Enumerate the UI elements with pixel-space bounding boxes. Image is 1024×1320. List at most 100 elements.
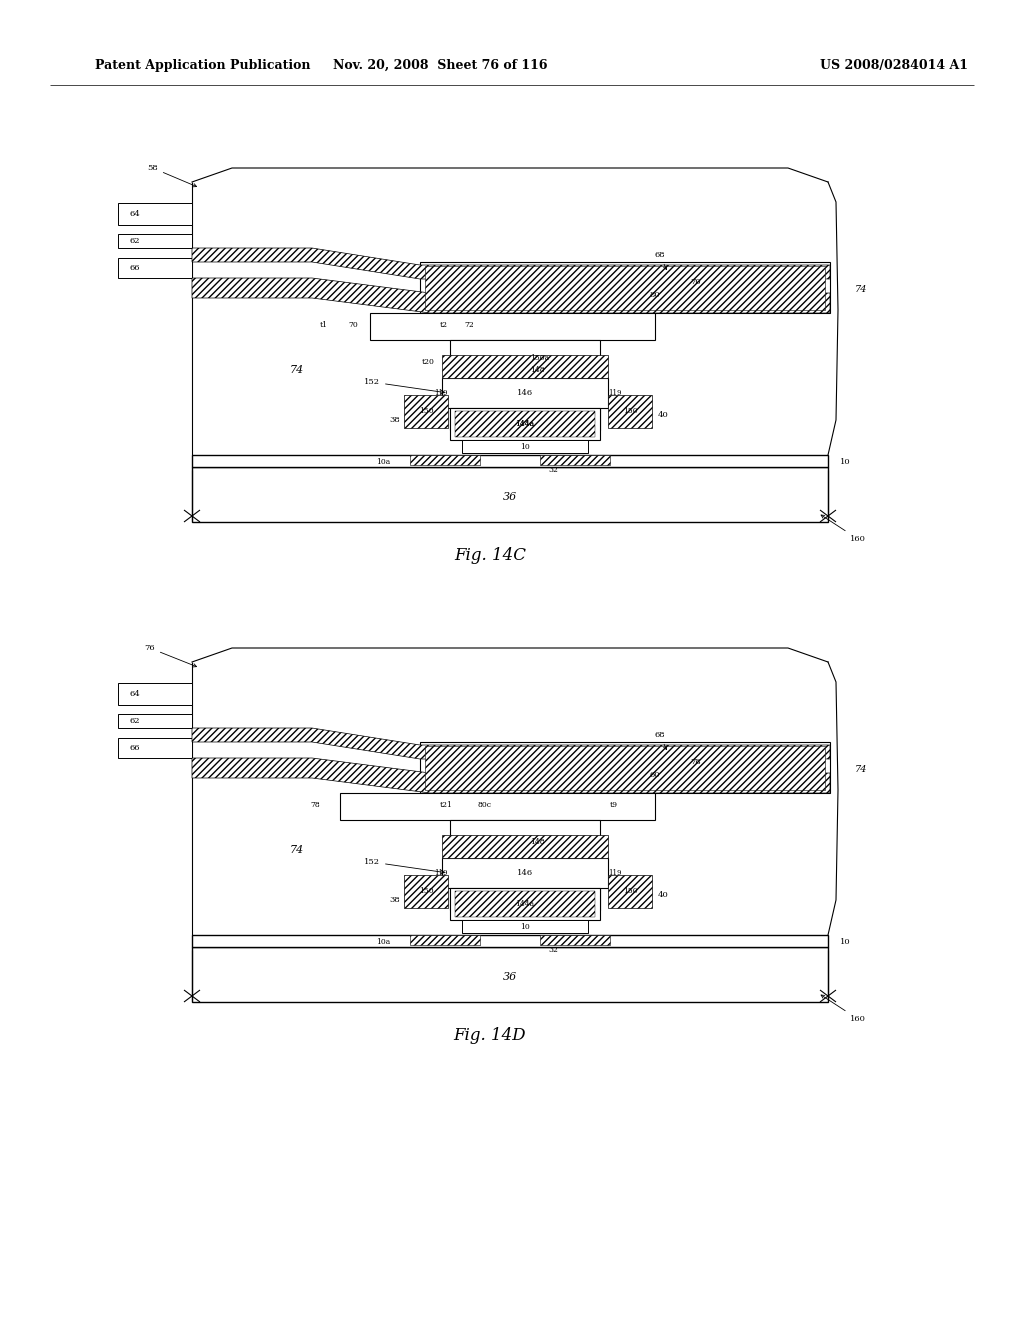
Polygon shape: [193, 279, 830, 313]
Text: 152: 152: [364, 378, 444, 393]
Text: 160: 160: [821, 515, 866, 543]
Text: 80c: 80c: [478, 801, 492, 809]
Bar: [118, 682, 193, 705]
Text: 38: 38: [389, 896, 400, 904]
Text: t9: t9: [610, 801, 618, 809]
Text: 119: 119: [608, 869, 622, 876]
Bar: [540, 455, 610, 465]
Text: t2: t2: [440, 321, 449, 329]
Text: Nov. 20, 2008  Sheet 76 of 116: Nov. 20, 2008 Sheet 76 of 116: [333, 58, 547, 71]
Bar: [442, 355, 608, 378]
Text: t1: t1: [319, 321, 328, 329]
Polygon shape: [193, 729, 830, 759]
Text: 38: 38: [389, 416, 400, 424]
Text: 150: 150: [623, 407, 637, 414]
Text: 10a: 10a: [376, 939, 390, 946]
Text: 74: 74: [855, 766, 867, 775]
Text: t21: t21: [440, 801, 453, 809]
Text: 60: 60: [650, 771, 660, 779]
Text: 80: 80: [650, 290, 660, 300]
Text: 10: 10: [520, 923, 529, 931]
Text: Fig. 14D: Fig. 14D: [454, 1027, 526, 1044]
Bar: [410, 455, 480, 465]
Text: 64: 64: [130, 210, 140, 218]
Text: 66: 66: [130, 264, 140, 272]
Bar: [118, 234, 193, 248]
Bar: [420, 261, 830, 313]
Text: 70: 70: [690, 279, 700, 286]
Bar: [425, 746, 825, 789]
Bar: [608, 875, 652, 908]
Bar: [370, 313, 655, 341]
Text: t20: t20: [422, 358, 435, 366]
Text: 146: 146: [517, 869, 534, 876]
Text: 74: 74: [855, 285, 867, 294]
Bar: [442, 836, 608, 858]
Text: 68: 68: [654, 251, 667, 269]
Text: 152: 152: [364, 858, 444, 874]
Bar: [450, 888, 600, 920]
Text: 144a: 144a: [515, 900, 535, 908]
Bar: [425, 267, 825, 310]
Bar: [410, 935, 480, 945]
Text: 146: 146: [517, 389, 534, 397]
Bar: [442, 858, 608, 888]
Text: 72: 72: [464, 321, 474, 329]
Text: 62: 62: [130, 238, 140, 246]
Text: 150: 150: [419, 887, 433, 895]
Text: 160: 160: [821, 995, 866, 1023]
Text: Fig. 14C: Fig. 14C: [454, 546, 526, 564]
Text: 68: 68: [654, 731, 667, 750]
Polygon shape: [193, 248, 830, 279]
Text: 10: 10: [840, 939, 851, 946]
Text: US 2008/0284014 A1: US 2008/0284014 A1: [820, 58, 968, 71]
Bar: [193, 946, 828, 1002]
Text: 150: 150: [623, 887, 637, 895]
Bar: [450, 341, 600, 430]
Bar: [608, 395, 652, 428]
Bar: [118, 738, 193, 758]
Text: 148: 148: [530, 838, 545, 846]
Text: 40: 40: [658, 411, 669, 418]
Text: 78: 78: [690, 758, 700, 766]
Bar: [455, 411, 595, 437]
Bar: [118, 203, 193, 224]
Text: 10a: 10a: [376, 458, 390, 466]
Bar: [462, 920, 588, 933]
Bar: [450, 408, 600, 440]
Text: 36: 36: [503, 972, 517, 982]
Text: 150: 150: [419, 407, 433, 414]
Bar: [404, 875, 449, 908]
Bar: [193, 467, 828, 521]
Text: 74: 74: [290, 845, 304, 855]
Text: 119: 119: [434, 869, 449, 876]
Text: 40: 40: [658, 891, 669, 899]
Bar: [118, 714, 193, 729]
Text: 78: 78: [310, 801, 319, 809]
Bar: [193, 455, 828, 467]
Text: 144a: 144a: [515, 420, 535, 428]
Bar: [118, 257, 193, 279]
Text: 70: 70: [348, 321, 357, 329]
Text: 150a: 150a: [530, 354, 549, 362]
Text: 62: 62: [130, 717, 140, 725]
Bar: [462, 440, 588, 453]
Text: 119: 119: [608, 389, 622, 397]
Text: 74: 74: [290, 366, 304, 375]
Bar: [404, 395, 449, 428]
Text: Patent Application Publication: Patent Application Publication: [95, 58, 310, 71]
Text: 148: 148: [530, 366, 545, 374]
Text: 10: 10: [520, 444, 529, 451]
Bar: [450, 820, 600, 909]
Bar: [442, 378, 608, 408]
Text: 36: 36: [503, 492, 517, 502]
Text: 119: 119: [434, 389, 449, 397]
Text: 58: 58: [147, 164, 197, 187]
Text: 10: 10: [840, 458, 851, 466]
Bar: [420, 742, 830, 793]
Text: 76: 76: [144, 644, 197, 667]
Text: 144a: 144a: [515, 420, 535, 428]
Text: 66: 66: [130, 744, 140, 752]
Text: 64: 64: [130, 690, 140, 698]
Bar: [193, 935, 828, 946]
